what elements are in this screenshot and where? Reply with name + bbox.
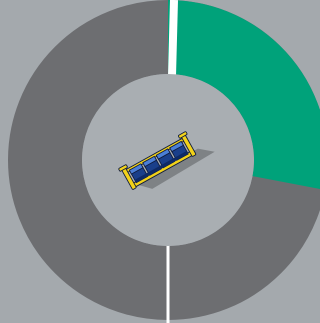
ring-start-marker bbox=[168, 0, 178, 77]
cargo-container-module-icon bbox=[118, 131, 215, 190]
ring-progress-fill bbox=[168, 0, 320, 189]
